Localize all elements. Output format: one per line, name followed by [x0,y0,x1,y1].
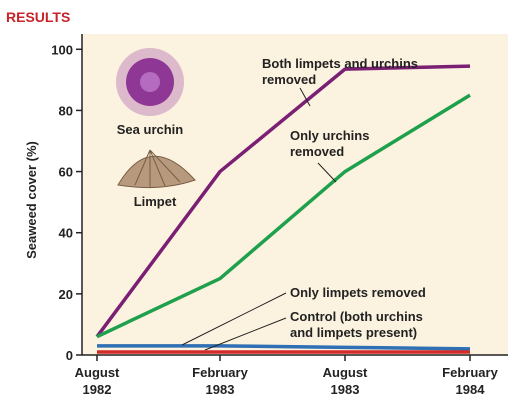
chart-title: RESULTS [6,9,70,25]
annotation: Sea urchin [117,122,184,137]
y-axis-label: Seaweed cover (%) [24,141,39,259]
sea-urchin-icon [116,48,184,116]
annotation: Limpet [134,194,177,209]
series-label: Only limpets removed [290,285,426,300]
y-tick-label: 0 [66,348,73,363]
y-tick-label: 100 [51,42,73,57]
y-tick-label: 40 [59,226,73,241]
y-tick-label: 20 [59,287,73,302]
y-tick-label: 80 [59,103,73,118]
y-tick-label: 60 [59,165,73,180]
chart: RESULTS Seaweed cover (%) Sea urchin Lim… [0,0,509,402]
